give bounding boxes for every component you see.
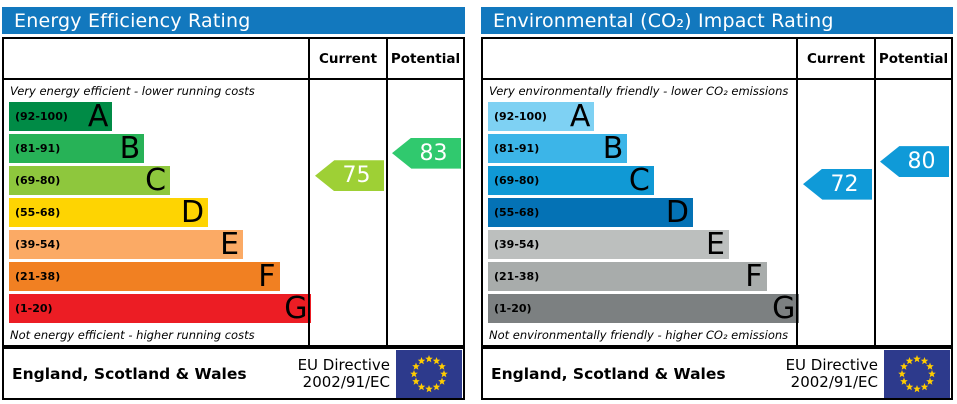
potential-column bbox=[386, 80, 463, 348]
energy-bands: (92-100) A (81-91) B (69-80) C (55-68) bbox=[4, 99, 312, 326]
current-column bbox=[796, 80, 874, 348]
energy-current-value: 75 bbox=[342, 163, 371, 189]
band-row-a: (92-100) A bbox=[488, 99, 595, 134]
band-letter: A bbox=[87, 99, 109, 134]
energy-potential-value: 83 bbox=[419, 140, 448, 166]
co2-current-value: 72 bbox=[830, 171, 859, 197]
co2-chart-header-row: Current Potential bbox=[483, 39, 951, 80]
band-letter: A bbox=[569, 99, 591, 134]
energy-chart-header-row: Current Potential bbox=[4, 39, 463, 80]
band-letter: F bbox=[258, 259, 276, 294]
energy-efficiency-chart: Energy Efficiency Rating Current Potenti… bbox=[2, 0, 465, 404]
band-range: (39-54) bbox=[494, 238, 540, 251]
band-letter: E bbox=[220, 227, 240, 262]
co2-impact-chart: Environmental (CO₂) Impact Rating Curren… bbox=[481, 0, 953, 404]
band-letter: C bbox=[628, 163, 650, 198]
co2-current-arrow: 72 bbox=[803, 168, 872, 200]
band-row-b: (81-91) B bbox=[488, 131, 628, 166]
co2-potential-value: 80 bbox=[907, 149, 936, 175]
energy-chart-body: Very energy efficient - lower running co… bbox=[4, 80, 463, 348]
co2-bottom-note: Not environmentally friendly - higher CO… bbox=[489, 328, 789, 342]
band-range: (1-20) bbox=[494, 302, 532, 315]
header-spacer bbox=[4, 39, 308, 78]
co2-chart-body: Very environmentally friendly - lower CO… bbox=[483, 80, 951, 348]
band-range: (1-20) bbox=[15, 302, 53, 315]
header-spacer bbox=[483, 39, 796, 78]
band-letter: F bbox=[745, 259, 763, 294]
band-row-g: (1-20) G bbox=[9, 291, 312, 326]
band-row-d: (55-68) D bbox=[488, 195, 693, 230]
energy-top-note: Very energy efficient - lower running co… bbox=[10, 84, 255, 98]
co2-bands: (92-100) A (81-91) B (69-80) C (55-68) bbox=[483, 99, 800, 326]
current-column-header: Current bbox=[308, 39, 386, 78]
energy-chart-table: Current Potential Very energy efficient … bbox=[2, 37, 465, 348]
band-letter: B bbox=[119, 131, 141, 166]
energy-chart-title: Energy Efficiency Rating bbox=[14, 9, 251, 32]
band-letter: G bbox=[772, 291, 796, 326]
band-letter: D bbox=[665, 195, 689, 230]
current-column bbox=[308, 80, 386, 348]
eu-flag-icon bbox=[884, 349, 950, 398]
band-letter: E bbox=[706, 227, 725, 262]
band-range: (21-38) bbox=[494, 270, 540, 283]
band-letter: D bbox=[181, 195, 205, 230]
band-row-e: (39-54) E bbox=[9, 227, 244, 262]
energy-chart-title-bar: Energy Efficiency Rating bbox=[2, 7, 465, 34]
band-range: (69-80) bbox=[15, 174, 61, 187]
energy-bottom-note: Not energy efficient - higher running co… bbox=[10, 328, 255, 342]
band-letter: C bbox=[145, 163, 167, 198]
co2-chart-title-bar: Environmental (CO₂) Impact Rating bbox=[481, 7, 953, 34]
co2-chart-table: Current Potential Very environmentally f… bbox=[481, 37, 953, 348]
co2-band-area: Very environmentally friendly - lower CO… bbox=[483, 80, 800, 348]
band-range: (92-100) bbox=[494, 110, 547, 123]
band-row-b: (81-91) B bbox=[9, 131, 145, 166]
region-label: England, Scotland & Wales bbox=[491, 364, 726, 383]
potential-column-header: Potential bbox=[874, 39, 951, 78]
band-range: (81-91) bbox=[15, 142, 61, 155]
co2-chart-title: Environmental (CO₂) Impact Rating bbox=[493, 9, 834, 32]
band-range: (69-80) bbox=[494, 174, 540, 187]
current-column-header: Current bbox=[796, 39, 874, 78]
potential-column-header: Potential bbox=[386, 39, 463, 78]
co2-top-note: Very environmentally friendly - lower CO… bbox=[489, 84, 789, 98]
band-range: (55-68) bbox=[494, 206, 540, 219]
co2-chart-footer: England, Scotland & Wales EU Directive 2… bbox=[481, 347, 953, 400]
energy-band-area: Very energy efficient - lower running co… bbox=[4, 80, 312, 348]
band-row-c: (69-80) C bbox=[9, 163, 171, 198]
band-row-f: (21-38) F bbox=[9, 259, 280, 294]
band-row-c: (69-80) C bbox=[488, 163, 654, 198]
region-label: England, Scotland & Wales bbox=[12, 364, 247, 383]
band-row-g: (1-20) G bbox=[488, 291, 800, 326]
band-range: (92-100) bbox=[15, 110, 68, 123]
band-letter: B bbox=[602, 131, 624, 166]
band-row-e: (39-54) E bbox=[488, 227, 729, 262]
band-range: (21-38) bbox=[15, 270, 61, 283]
potential-column bbox=[874, 80, 951, 348]
band-range: (55-68) bbox=[15, 206, 61, 219]
eu-directive-label: EU Directive 2002/91/EC bbox=[297, 355, 390, 391]
eu-flag-icon bbox=[396, 349, 462, 398]
band-row-f: (21-38) F bbox=[488, 259, 767, 294]
band-range: (81-91) bbox=[494, 142, 540, 155]
band-row-a: (92-100) A bbox=[9, 99, 113, 134]
band-row-d: (55-68) D bbox=[9, 195, 209, 230]
eu-directive-label: EU Directive 2002/91/EC bbox=[785, 355, 878, 391]
band-range: (39-54) bbox=[15, 238, 61, 251]
energy-chart-footer: England, Scotland & Wales EU Directive 2… bbox=[2, 347, 465, 400]
band-letter: G bbox=[284, 291, 308, 326]
